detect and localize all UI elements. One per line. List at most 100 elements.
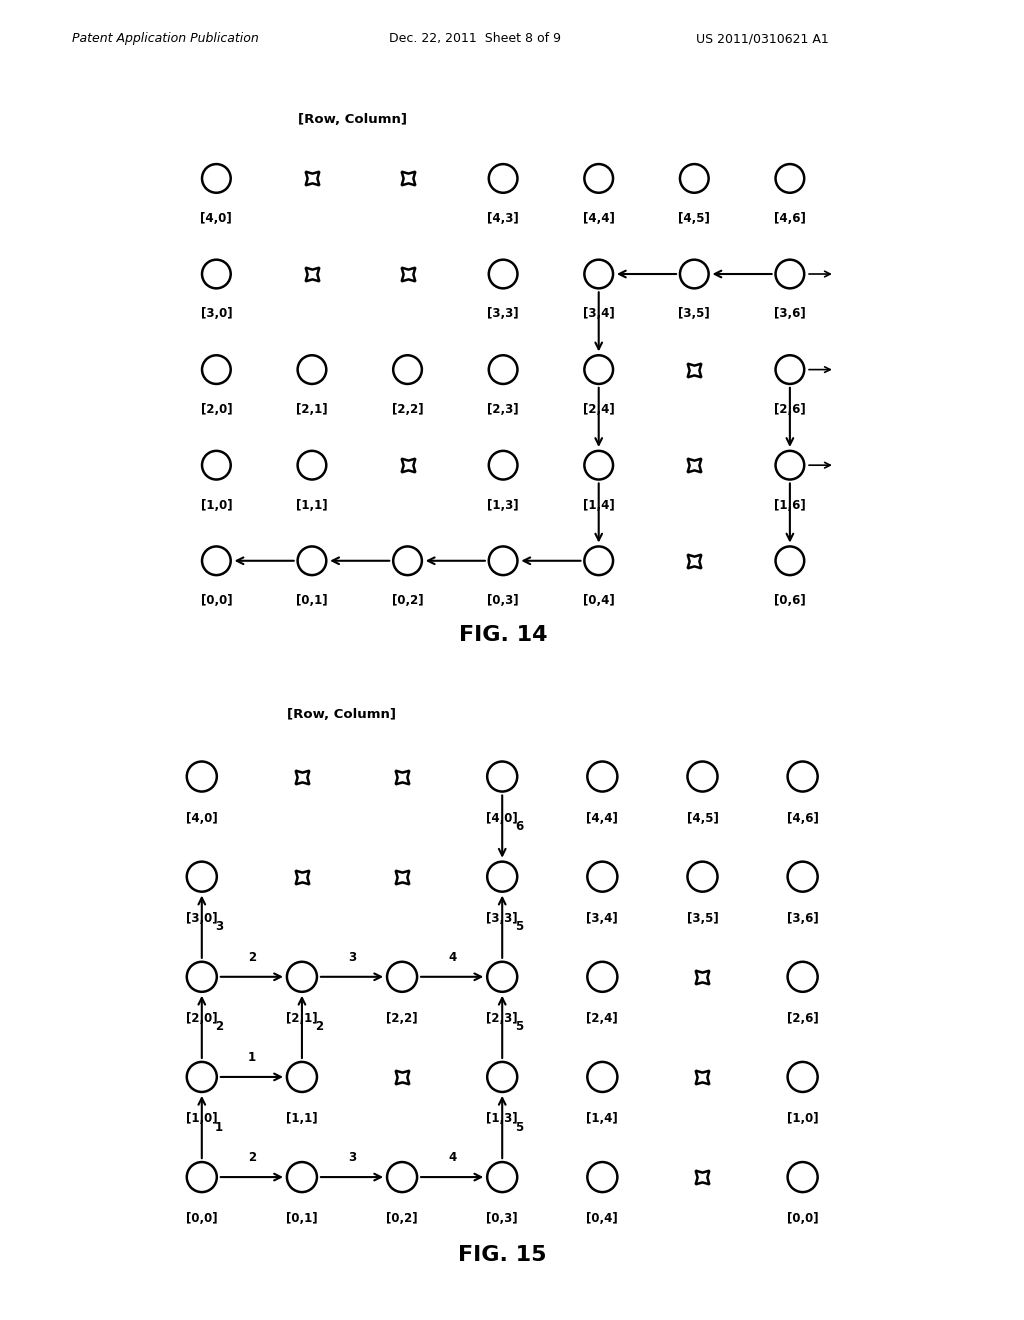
Circle shape	[487, 1061, 517, 1092]
Text: US 2011/0310621 A1: US 2011/0310621 A1	[696, 32, 829, 45]
Circle shape	[298, 355, 327, 384]
Text: [2,2]: [2,2]	[392, 403, 423, 416]
Circle shape	[387, 962, 417, 991]
Circle shape	[775, 164, 804, 193]
Text: 5: 5	[515, 1020, 523, 1034]
Circle shape	[186, 962, 217, 991]
Text: [2,4]: [2,4]	[587, 1012, 618, 1024]
Text: 4: 4	[449, 1151, 457, 1164]
Text: [3,3]: [3,3]	[486, 912, 518, 925]
Text: [2,3]: [2,3]	[486, 1012, 518, 1024]
Circle shape	[287, 962, 317, 991]
Circle shape	[585, 260, 613, 288]
Circle shape	[488, 164, 517, 193]
Text: 4: 4	[449, 950, 457, 964]
Text: 6: 6	[515, 820, 523, 833]
Circle shape	[186, 1162, 217, 1192]
Circle shape	[680, 164, 709, 193]
Circle shape	[787, 762, 817, 792]
Text: 2: 2	[315, 1020, 324, 1034]
Text: [Row, Column]: [Row, Column]	[298, 112, 407, 125]
Circle shape	[186, 862, 217, 892]
Text: [3,0]: [3,0]	[186, 912, 218, 925]
Text: [1,3]: [1,3]	[486, 1111, 518, 1125]
Circle shape	[775, 355, 804, 384]
Circle shape	[488, 260, 517, 288]
Text: [1,4]: [1,4]	[583, 499, 614, 512]
Text: [0,0]: [0,0]	[786, 1212, 818, 1225]
Circle shape	[488, 451, 517, 479]
Circle shape	[487, 962, 517, 991]
Text: FIG. 15: FIG. 15	[458, 1245, 547, 1265]
Text: [0,2]: [0,2]	[392, 594, 423, 607]
Text: [4,6]: [4,6]	[774, 213, 806, 224]
Text: [0,1]: [0,1]	[296, 594, 328, 607]
Text: [1,6]: [1,6]	[774, 499, 806, 512]
Circle shape	[787, 1061, 817, 1092]
Text: 1: 1	[248, 1051, 256, 1064]
Circle shape	[298, 546, 327, 576]
Text: [Row, Column]: [Row, Column]	[287, 708, 396, 721]
Circle shape	[186, 762, 217, 792]
Circle shape	[202, 355, 230, 384]
Text: [1,3]: [1,3]	[487, 499, 519, 512]
Text: [2,0]: [2,0]	[186, 1012, 218, 1024]
Text: [3,4]: [3,4]	[587, 912, 618, 925]
Text: Dec. 22, 2011  Sheet 8 of 9: Dec. 22, 2011 Sheet 8 of 9	[389, 32, 561, 45]
Circle shape	[186, 1061, 217, 1092]
Circle shape	[588, 762, 617, 792]
Circle shape	[287, 1162, 317, 1192]
Text: [3,5]: [3,5]	[679, 308, 711, 321]
Text: [4,5]: [4,5]	[678, 213, 711, 224]
Circle shape	[393, 546, 422, 576]
Text: 5: 5	[515, 920, 523, 933]
Circle shape	[585, 164, 613, 193]
Text: [1,0]: [1,0]	[786, 1111, 818, 1125]
Circle shape	[287, 1061, 317, 1092]
Text: 3: 3	[215, 920, 223, 933]
Circle shape	[202, 451, 230, 479]
Circle shape	[588, 1162, 617, 1192]
Text: [4,0]: [4,0]	[186, 812, 218, 825]
Text: [4,0]: [4,0]	[201, 213, 232, 224]
Circle shape	[775, 546, 804, 576]
Text: [4,4]: [4,4]	[583, 213, 614, 224]
Text: [4,0]: [4,0]	[486, 812, 518, 825]
Text: [0,4]: [0,4]	[583, 594, 614, 607]
Text: 3: 3	[348, 950, 356, 964]
Text: [2,4]: [2,4]	[583, 403, 614, 416]
Circle shape	[585, 546, 613, 576]
Text: FIG. 14: FIG. 14	[459, 626, 548, 645]
Text: [1,0]: [1,0]	[186, 1111, 218, 1125]
Circle shape	[487, 1162, 517, 1192]
Text: [4,3]: [4,3]	[487, 213, 519, 224]
Text: [3,5]: [3,5]	[687, 912, 719, 925]
Text: [2,6]: [2,6]	[786, 1012, 818, 1024]
Text: [0,6]: [0,6]	[774, 594, 806, 607]
Circle shape	[787, 962, 817, 991]
Text: [1,0]: [1,0]	[201, 499, 232, 512]
Text: [3,6]: [3,6]	[786, 912, 818, 925]
Text: Patent Application Publication: Patent Application Publication	[72, 32, 258, 45]
Text: [0,0]: [0,0]	[201, 594, 232, 607]
Circle shape	[202, 260, 230, 288]
Circle shape	[488, 546, 517, 576]
Text: [1,1]: [1,1]	[286, 1111, 317, 1125]
Circle shape	[680, 260, 709, 288]
Text: [0,4]: [0,4]	[587, 1212, 618, 1225]
Text: [2,2]: [2,2]	[386, 1012, 418, 1024]
Circle shape	[775, 451, 804, 479]
Text: 2: 2	[215, 1020, 223, 1034]
Text: [2,1]: [2,1]	[286, 1012, 317, 1024]
Circle shape	[585, 451, 613, 479]
Text: [3,3]: [3,3]	[487, 308, 519, 321]
Circle shape	[488, 355, 517, 384]
Text: [2,3]: [2,3]	[487, 403, 519, 416]
Text: [3,6]: [3,6]	[774, 308, 806, 321]
Circle shape	[687, 862, 718, 892]
Circle shape	[298, 451, 327, 479]
Circle shape	[787, 1162, 817, 1192]
Text: [4,6]: [4,6]	[786, 812, 818, 825]
Text: 2: 2	[248, 1151, 256, 1164]
Circle shape	[487, 762, 517, 792]
